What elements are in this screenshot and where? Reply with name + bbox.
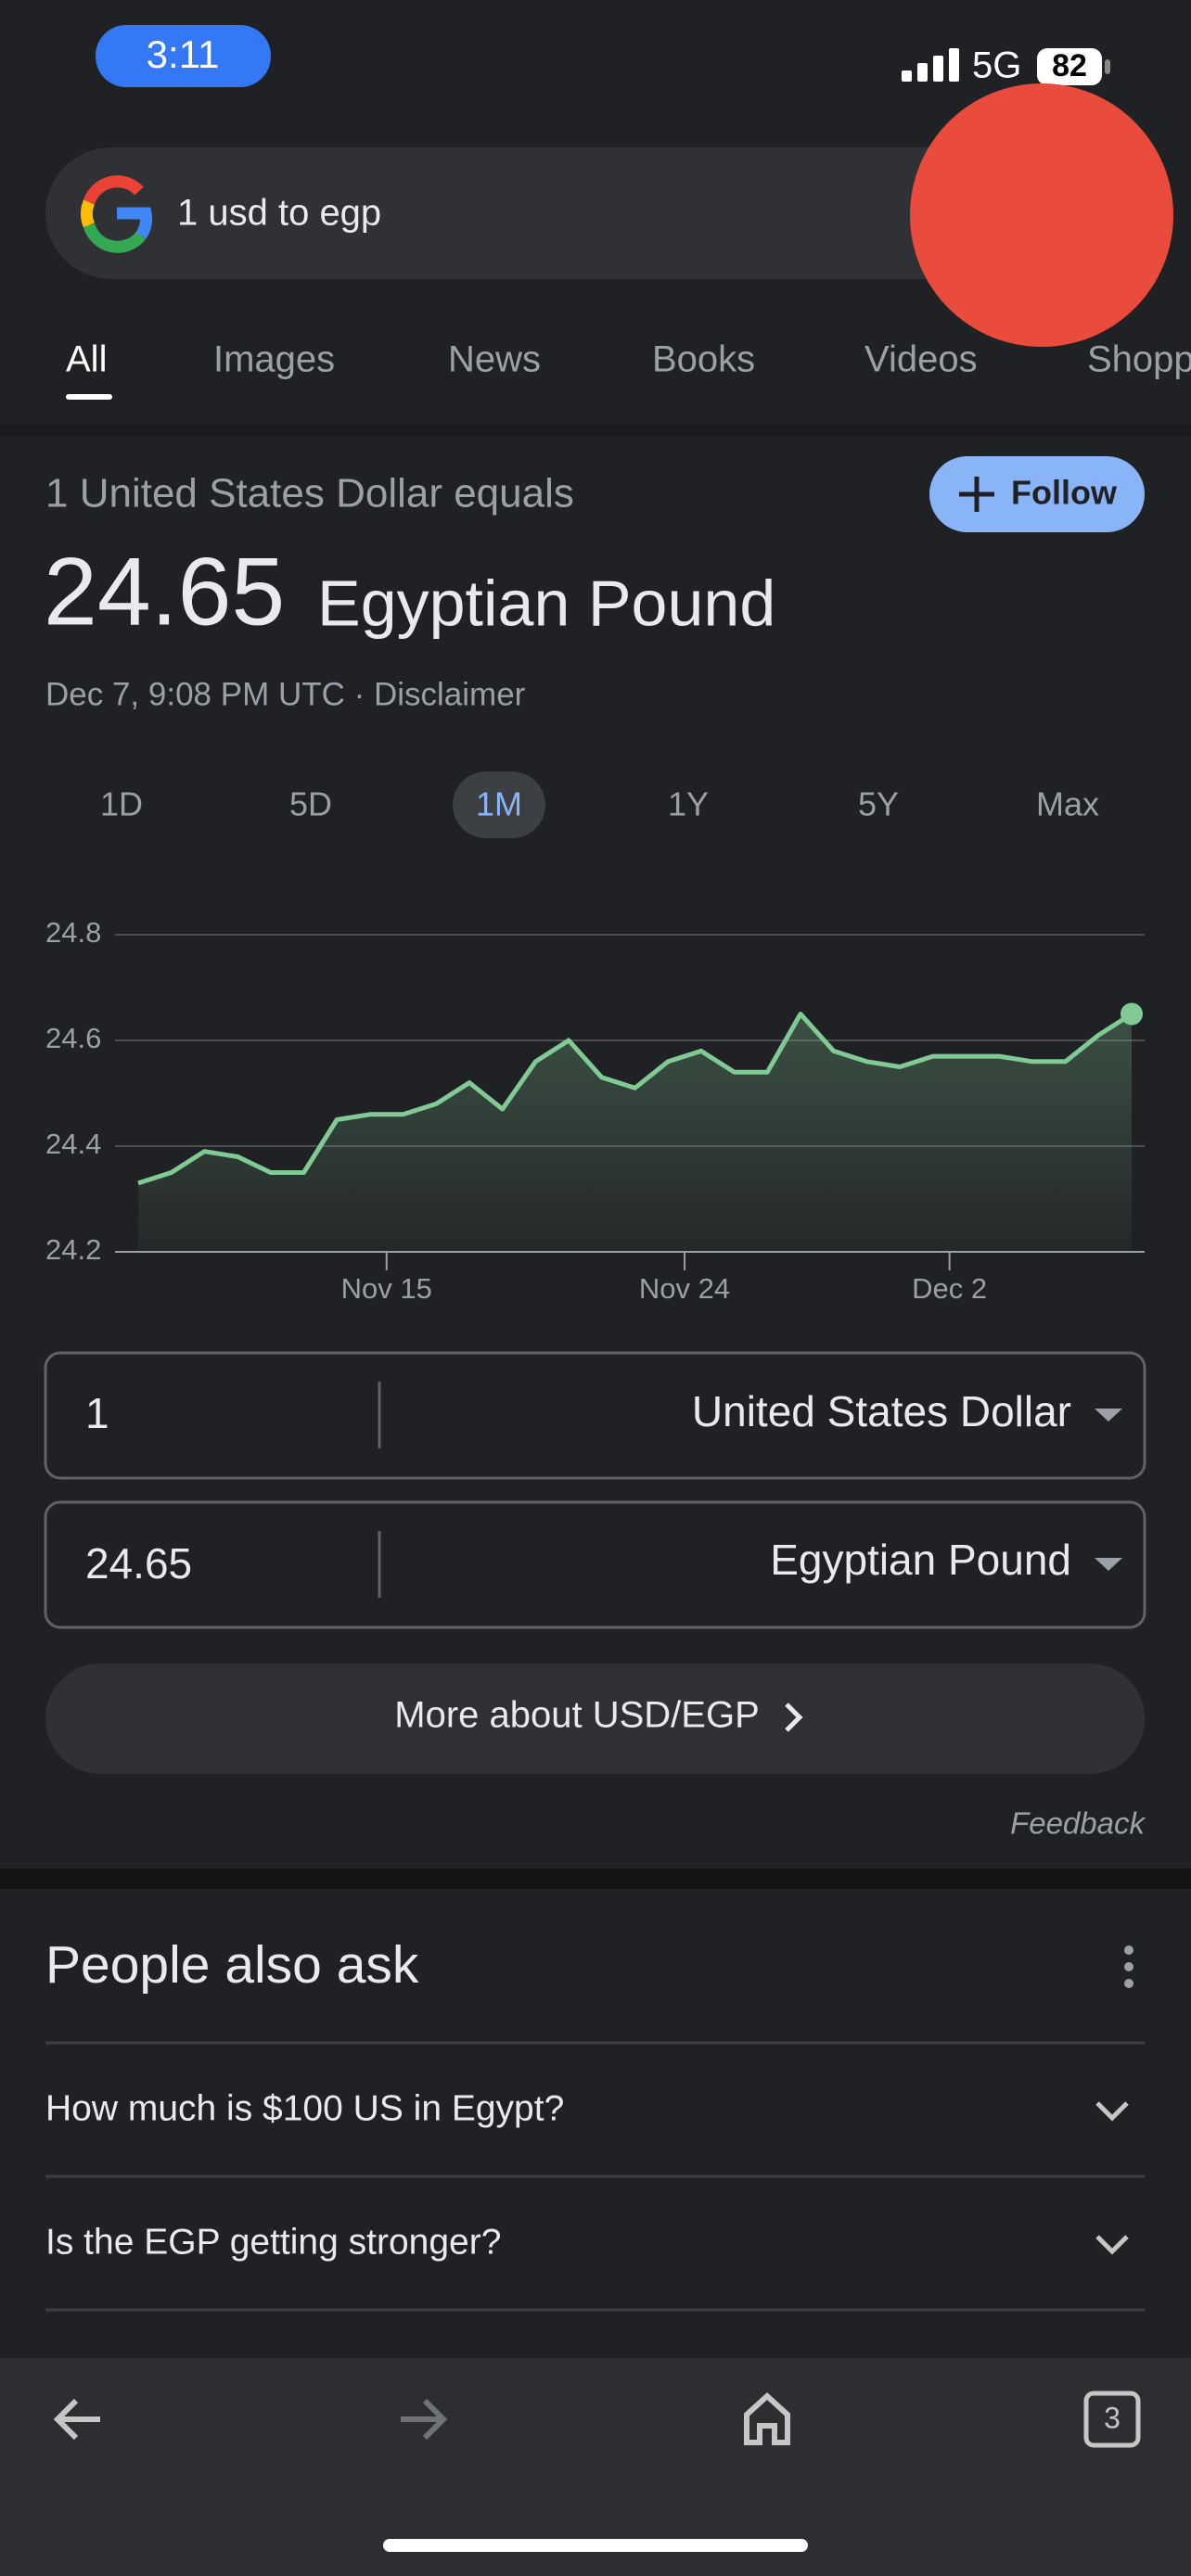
home-icon[interactable] bbox=[744, 2391, 790, 2445]
line bbox=[137, 1012, 1133, 1186]
chart: 24.2 24.4 24.6 24.8 Nov 15 Nov 24 Dec 2 bbox=[45, 916, 1145, 1305]
tab[interactable]: All bbox=[66, 339, 107, 380]
y-tick-label: 24.6 bbox=[45, 1022, 101, 1054]
menu-dots[interactable] bbox=[1124, 1945, 1133, 1988]
paa-title: People also ask bbox=[45, 1935, 419, 1995]
range-button[interactable]: 5Y bbox=[858, 785, 899, 823]
question[interactable]: Is the EGP getting stronger? bbox=[45, 2222, 501, 2262]
rate: 24.65 bbox=[44, 538, 285, 645]
tab[interactable]: Shopping bbox=[1087, 339, 1191, 380]
timestamp: Dec 7, 9:08 PM UTC · Disclaimer bbox=[45, 676, 526, 712]
from-amount[interactable]: 1 bbox=[85, 1389, 109, 1437]
equals-label: 1 United States Dollar equals bbox=[45, 471, 574, 516]
more-label[interactable]: More about USD/EGP bbox=[394, 1695, 760, 1736]
question[interactable]: How much is $100 US in Egypt? bbox=[45, 2088, 564, 2128]
red-overlay bbox=[910, 83, 1173, 347]
area bbox=[138, 1014, 1132, 1252]
from-box[interactable] bbox=[44, 1351, 1146, 1480]
from-currency[interactable]: United States Dollar bbox=[692, 1387, 1071, 1435]
range-button[interactable]: 1Y bbox=[668, 785, 709, 823]
range-pill bbox=[453, 772, 545, 838]
expand-chevron bbox=[1095, 2235, 1129, 2255]
y-tick-label: 24.8 bbox=[45, 916, 101, 949]
google-logo bbox=[80, 175, 153, 253]
back-icon[interactable] bbox=[53, 2398, 100, 2441]
more-button[interactable] bbox=[45, 1664, 1145, 1774]
forward-icon bbox=[401, 2398, 448, 2441]
x-tick-label: Nov 24 bbox=[639, 1272, 730, 1305]
tab-count[interactable]: 3 bbox=[1104, 2401, 1121, 2434]
y-tick-label: 24.2 bbox=[45, 1233, 101, 1266]
y-tick-label: 24.4 bbox=[45, 1128, 101, 1160]
separator bbox=[0, 425, 1191, 436]
tabs-icon[interactable] bbox=[1083, 2391, 1141, 2448]
target-currency: Egyptian Pound bbox=[317, 567, 775, 639]
paa-list: How much is $100 US in Egypt? Is the EGP … bbox=[45, 2041, 1145, 2312]
to-currency[interactable]: Egyptian Pound bbox=[770, 1536, 1071, 1584]
range-buttons: 1D 5D 1M 1Y 5Y Max bbox=[100, 772, 1099, 838]
tab[interactable]: Images bbox=[213, 339, 335, 380]
battery-tip bbox=[1105, 59, 1110, 74]
tabs: All Images News Books Videos Shopping bbox=[66, 339, 1191, 400]
chevron bbox=[785, 1702, 803, 1732]
to-amount[interactable]: 24.65 bbox=[85, 1539, 192, 1588]
separator bbox=[0, 1868, 1191, 1889]
tab[interactable]: Videos bbox=[864, 339, 978, 380]
dropdown-arrow bbox=[1095, 1558, 1122, 1571]
search-bar[interactable] bbox=[45, 147, 1145, 279]
time-pill bbox=[96, 25, 271, 87]
battery-level: 82 bbox=[1052, 48, 1087, 83]
dropdown-arrow bbox=[1095, 1409, 1122, 1422]
x-tick-label: Nov 15 bbox=[341, 1272, 432, 1305]
search-query[interactable]: 1 usd to egp bbox=[177, 193, 381, 234]
range-button[interactable]: 5D bbox=[289, 785, 332, 823]
range-button[interactable]: Max bbox=[1036, 785, 1099, 823]
tab[interactable]: News bbox=[448, 339, 541, 380]
end-point bbox=[1121, 1002, 1143, 1026]
range-button[interactable]: 1M bbox=[476, 785, 522, 823]
tab[interactable]: Books bbox=[652, 339, 755, 380]
home-indicator bbox=[383, 2539, 808, 2552]
signal bbox=[902, 48, 959, 82]
network: 5G bbox=[972, 45, 1021, 86]
x-tick-label: Dec 2 bbox=[912, 1272, 987, 1305]
tab-underline bbox=[66, 394, 112, 400]
to-box[interactable] bbox=[44, 1500, 1146, 1629]
expand-chevron bbox=[1095, 2101, 1129, 2122]
range-button[interactable]: 1D bbox=[100, 785, 143, 823]
battery bbox=[1037, 48, 1102, 85]
time: 3:11 bbox=[147, 32, 220, 76]
follow-button[interactable] bbox=[929, 456, 1145, 532]
feedback[interactable]: Feedback bbox=[1010, 1806, 1146, 1841]
follow-plus bbox=[959, 477, 994, 512]
follow-label[interactable]: Follow bbox=[1011, 474, 1118, 512]
